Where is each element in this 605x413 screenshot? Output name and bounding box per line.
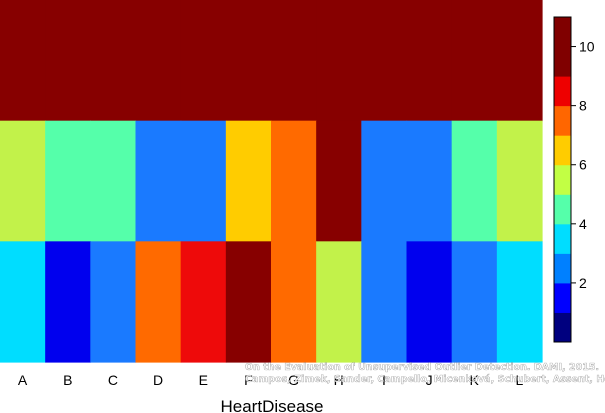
x-tick-label-b: B <box>63 372 72 388</box>
colorbar-segment-6 <box>554 164 571 195</box>
heatmap-cell-i-row1 <box>361 0 408 122</box>
colorbar-segment-7 <box>554 135 571 166</box>
heatmap-cell-l-row1 <box>496 0 543 122</box>
credit-line-2: Campos, Zimek, Sander, Campello, Micenko… <box>245 374 605 385</box>
heatmap-cell-c-row1 <box>90 0 137 122</box>
colorbar-segment-11 <box>554 17 571 48</box>
heatmap-cells <box>0 0 543 363</box>
x-tick-labels: A B C D E F G H I J K L <box>18 372 524 388</box>
heatmap-cell-d-row3 <box>135 241 182 363</box>
heatmap-cell-c-row2 <box>90 120 137 242</box>
x-tick-label-j: J <box>426 372 433 388</box>
colorbar-tick-label-4: 4 <box>579 216 587 232</box>
x-tick-label-c: C <box>108 372 118 388</box>
heatmap-cell-d-row2 <box>135 120 182 242</box>
heatmap-cell-a-row2 <box>0 120 46 242</box>
colorbar-segment-1 <box>554 312 571 343</box>
heatmap-cell-g-row2 <box>271 120 317 242</box>
heatmap-cell-i-row3 <box>361 241 408 363</box>
x-tick-label-g: G <box>288 372 299 388</box>
heatmap-cell-l-row3 <box>496 241 543 363</box>
heatmap-cell-d-row1 <box>135 0 182 122</box>
x-tick-label-e: E <box>199 372 208 388</box>
heatmap-cell-l-row2 <box>496 120 543 242</box>
x-tick-label-d: D <box>153 372 163 388</box>
x-tick-label-i: I <box>382 372 386 388</box>
colorbar-border <box>553 16 572 343</box>
colorbar-tick-label-2: 2 <box>579 275 587 291</box>
x-tick-label-l: L <box>516 372 524 388</box>
x-axis-title: HeartDisease <box>221 397 324 413</box>
colorbar-segment-8 <box>554 105 571 136</box>
x-tick-label-h: H <box>334 372 344 388</box>
colorbar-segment-2 <box>554 282 571 313</box>
heatmap-cell-j-row1 <box>406 0 453 122</box>
heatmap-cell-j-row2 <box>406 120 453 242</box>
heatmap-cell-k-row2 <box>451 120 498 242</box>
heatmap-cell-e-row1 <box>180 0 227 122</box>
heatmap-cell-j-row3 <box>406 241 453 363</box>
colorbar-ticks: 2 4 6 8 10 <box>571 39 595 291</box>
heatmap-cell-k-row3 <box>451 241 498 363</box>
heatmap-cell-a-row3 <box>0 241 46 363</box>
colorbar-segment-4 <box>554 223 571 254</box>
heatmap-cell-g-row1 <box>271 0 317 122</box>
heatmap-cell-f-row1 <box>225 0 272 122</box>
colorbar-tick-label-10: 10 <box>579 39 595 55</box>
colorbar <box>553 16 572 343</box>
x-tick-label-a: A <box>18 372 28 388</box>
colorbar-segment-10 <box>554 46 571 77</box>
x-tick-label-k: K <box>470 372 480 388</box>
heatmap-cell-i-row2 <box>361 120 408 242</box>
heatmap-cell-b-row2 <box>45 120 91 242</box>
heatmap-cell-f-row2 <box>225 120 272 242</box>
heatmap-cell-f-row3 <box>225 241 272 363</box>
heatmap-cell-a-row1 <box>0 0 46 122</box>
heatmap-cell-h-row2 <box>316 120 362 242</box>
heatmap-cell-c-row3 <box>90 241 137 363</box>
colorbar-segment-5 <box>554 194 571 225</box>
heatmap-cell-e-row2 <box>180 120 227 242</box>
heatmap-cell-b-row1 <box>45 0 91 122</box>
colorbar-tick-label-8: 8 <box>579 98 587 114</box>
colorbar-tick-label-6: 6 <box>579 157 587 173</box>
heatmap-cell-h-row3 <box>316 241 362 363</box>
heatmap-cell-b-row3 <box>45 241 91 363</box>
heatmap-cell-k-row1 <box>451 0 498 122</box>
heatmap-cell-e-row3 <box>180 241 227 363</box>
colorbar-segment-9 <box>554 76 571 107</box>
x-tick-label-f: F <box>244 372 253 388</box>
credit-line-1: On the Evaluation of Unsupervised Outlie… <box>245 362 599 373</box>
heatmap-cell-g-row3 <box>271 241 317 363</box>
heatmap-cell-h-row1 <box>316 0 362 122</box>
colorbar-segment-3 <box>554 253 571 284</box>
